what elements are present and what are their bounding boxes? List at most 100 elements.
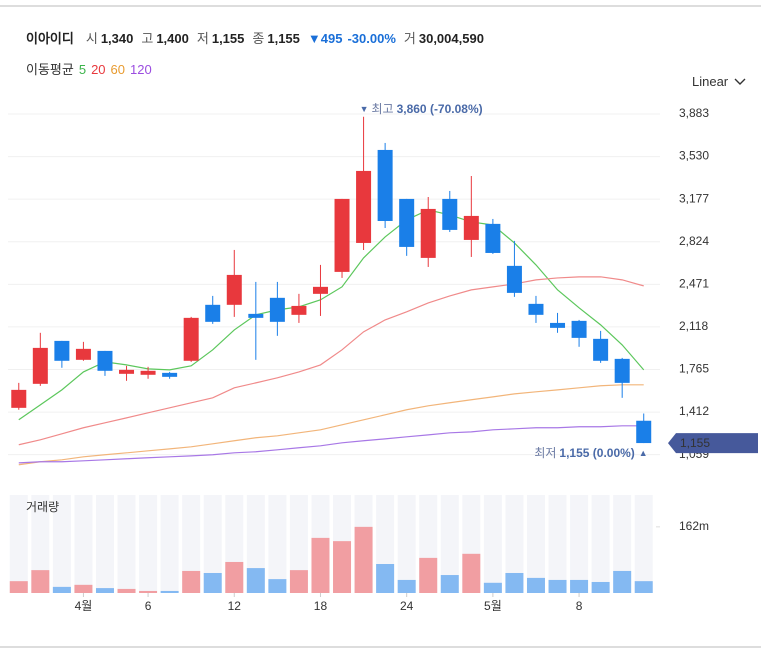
volume-bar xyxy=(333,541,352,593)
candle-body xyxy=(506,265,522,293)
volume-bar xyxy=(246,568,265,593)
ma-line xyxy=(18,425,644,464)
volume-column-bg xyxy=(440,495,459,593)
x-tick-label: 8 xyxy=(576,599,583,613)
volume-column-bg xyxy=(268,495,287,593)
volume-bar xyxy=(31,570,50,593)
volume-column-bg xyxy=(397,495,416,593)
volume-bar xyxy=(548,579,567,593)
volume-bar xyxy=(95,588,114,593)
legend-entry: 20 xyxy=(91,62,106,77)
volume-bar xyxy=(462,553,481,593)
price-badge-label: 1,155 xyxy=(680,436,710,450)
y-tick-label: 2,824 xyxy=(679,234,709,248)
legend-entry: 60 xyxy=(110,62,126,77)
x-tick-label: 24 xyxy=(400,599,414,613)
label: 최고 xyxy=(371,102,393,116)
candle-body xyxy=(205,304,221,322)
ma-line xyxy=(18,276,644,446)
volume-bar xyxy=(483,582,502,593)
volume-column-bg xyxy=(160,495,179,593)
low-annotation: 최저 1,155 (0.00%) ▲ xyxy=(534,446,647,460)
quote-label: 거 xyxy=(403,31,416,46)
candle-body xyxy=(528,303,544,315)
candle-body xyxy=(614,358,630,383)
legend-entry: 120 xyxy=(130,62,152,77)
label: 최저 xyxy=(534,446,556,460)
volume-column-bg xyxy=(570,495,589,593)
volume-bar xyxy=(117,588,136,593)
scale-menu[interactable]: Linear xyxy=(692,74,746,89)
candle-body xyxy=(442,198,458,230)
candle-body xyxy=(356,170,372,243)
marker: ▼ xyxy=(360,104,369,114)
volume-bar xyxy=(311,537,330,593)
volume-column-bg xyxy=(52,495,71,593)
volume-bar xyxy=(419,557,438,593)
quote-value: 1,400 xyxy=(156,31,189,46)
candle-body xyxy=(420,208,436,258)
value: 1,155 (0.00%) xyxy=(559,446,634,460)
volume-column-bg xyxy=(526,495,545,593)
x-tick-label: 12 xyxy=(228,599,242,613)
x-tick-label: 5월 xyxy=(484,599,502,613)
volume-bar xyxy=(182,570,201,593)
volume-bar xyxy=(52,586,71,593)
volume-bar xyxy=(570,579,589,593)
y-tick-label: 3,883 xyxy=(679,106,709,120)
change-pct: -30.00% xyxy=(347,31,396,46)
x-tick-label: 4월 xyxy=(75,599,93,613)
volume-tick-label: 162m xyxy=(679,519,709,533)
volume-bar xyxy=(225,561,244,593)
volume-bar xyxy=(268,579,287,593)
candle-body xyxy=(550,322,566,328)
y-tick-label: 1,765 xyxy=(679,362,709,376)
y-tick-label: 3,530 xyxy=(679,149,709,163)
candle-body xyxy=(334,198,350,272)
quote-label: 시 xyxy=(85,31,98,46)
candle-body xyxy=(399,198,415,247)
candle-body xyxy=(119,369,135,374)
volume-column-bg xyxy=(203,495,222,593)
quote-value: 30,004,590 xyxy=(418,31,484,46)
volume-column-bg xyxy=(613,495,632,593)
volume-column-bg xyxy=(139,495,158,593)
quote-value: 1,155 xyxy=(267,31,300,46)
volume-column-bg xyxy=(591,495,610,593)
candle-body xyxy=(636,420,652,444)
volume-column-bg xyxy=(289,495,308,593)
volume-column-bg xyxy=(74,495,93,593)
volume-column-bg xyxy=(9,495,28,593)
candle-body xyxy=(377,149,393,221)
volume-bar xyxy=(397,579,416,593)
change: ▼495 xyxy=(307,31,343,46)
quote-label: 저 xyxy=(196,31,209,46)
chevron xyxy=(734,78,746,85)
volume-column-bg xyxy=(634,495,653,593)
ma-line xyxy=(18,384,644,466)
quote-value: 1,340 xyxy=(100,31,134,46)
candle-body xyxy=(593,338,609,361)
quote-label: 고 xyxy=(141,31,154,46)
candle-body xyxy=(75,348,91,360)
y-tick-label: 2,471 xyxy=(679,276,709,290)
candle-body xyxy=(54,340,70,361)
candle-body xyxy=(183,317,199,361)
legend-title: 이동평균 xyxy=(26,62,74,77)
candle-body xyxy=(291,305,307,315)
candle-body xyxy=(32,347,48,384)
quote-label: 종 xyxy=(252,31,265,46)
candle-body xyxy=(463,215,479,240)
x-tick-label: 18 xyxy=(314,599,328,613)
ma-line xyxy=(18,209,645,421)
volume-column-bg xyxy=(95,495,114,593)
header: 이아이디 시 1,340 고 1,400 저 1,155 종 1,155 ▼495 -30.00% 거… xyxy=(26,28,492,47)
candle-body xyxy=(269,297,285,322)
volume-bar xyxy=(139,590,158,593)
volume-bar xyxy=(354,526,373,593)
volume-title: 거래량 xyxy=(26,500,59,514)
volume-bar xyxy=(440,575,459,593)
candle-body xyxy=(97,350,113,371)
price-badge xyxy=(668,433,758,454)
